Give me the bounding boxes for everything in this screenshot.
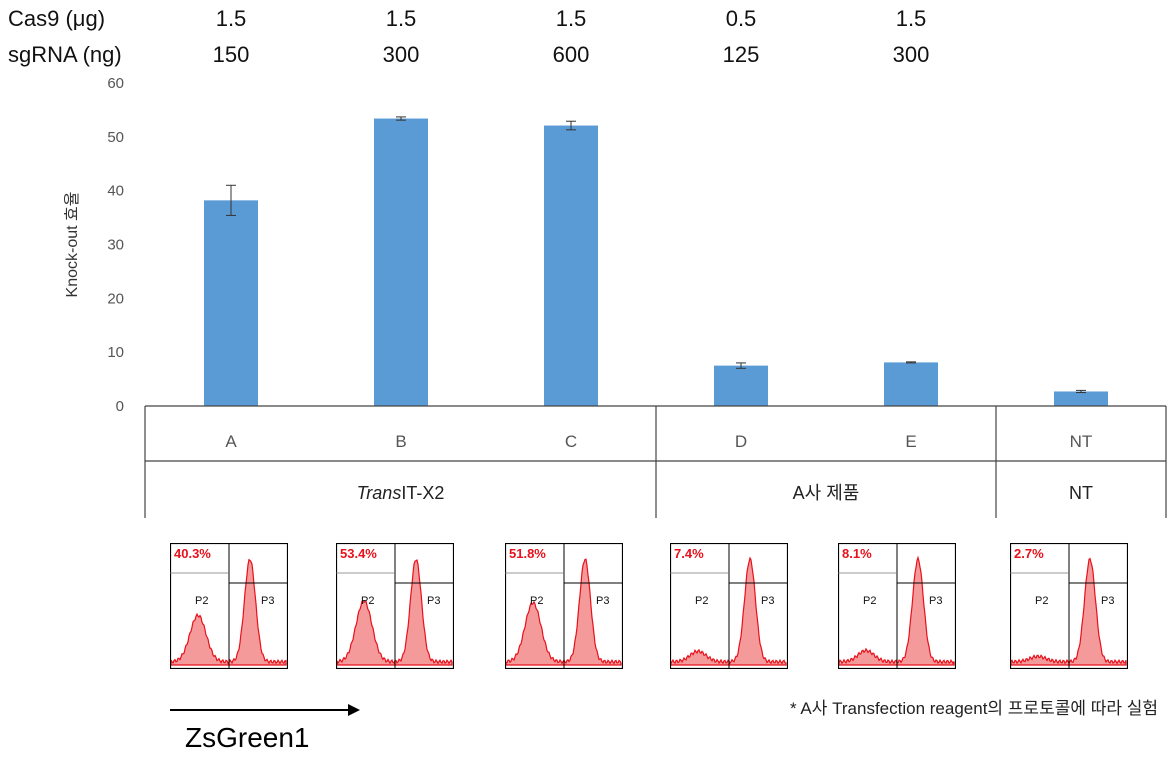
group-label: A사 제품 [793,483,860,503]
knockout-percent: 8.1% [842,546,872,561]
sgrna-value-a: 150 [212,42,250,67]
y-tick-label: 40 [107,183,124,200]
gate-p2-label: P2 [361,595,375,607]
histogram-plot [336,543,454,669]
flow-panel-a: 40.3% P2 P3 [170,543,288,669]
category-label-C: C [565,432,577,451]
sgrna-value-e: 300 [892,42,930,67]
gate-p2-label: P2 [695,595,709,607]
y-tick-label: 30 [107,237,124,254]
gate-p3-label: P3 [596,595,610,607]
flow-panel-c: 51.8% P2 P3 [505,543,623,669]
gate-p2-label: P2 [195,595,209,607]
gate-p2-label: P2 [530,595,544,607]
cas9-value-c: 1.5 [555,6,587,31]
group-label: NT [1069,483,1093,503]
bar-C [544,125,598,407]
gate-p2-label: P2 [863,595,877,607]
flow-panel-b: 53.4% P2 P3 [336,543,454,669]
category-label-D: D [735,432,747,451]
fluorescence-axis-arrow [170,704,360,716]
y-tick-label: 20 [107,290,124,307]
knockout-percent: 2.7% [1014,546,1044,561]
fluorescence-axis-label: ZsGreen1 [185,722,310,753]
bar-D [714,365,768,406]
footnote: * A사 Transfection reagent의 프로토콜에 따라 실험 [790,699,1158,718]
y-tick-label: 0 [116,398,124,415]
sgrna-value-b: 300 [382,42,420,67]
knockout-percent: 53.4% [340,546,377,561]
y-tick-label: 10 [107,344,124,361]
category-label-E: E [905,432,916,451]
y-axis-label: Knock-out 효율 [64,192,81,298]
knockout-percent: 51.8% [509,546,546,561]
cas9-value-d: 0.5 [725,6,757,31]
gate-p3-label: P3 [261,595,275,607]
cas9-row: Cas9 (μg) 1.5 1.5 1.5 0.5 1.5 [0,6,1168,34]
cas9-value-a: 1.5 [215,6,247,31]
knockout-percent: 40.3% [174,546,211,561]
gate-p3-label: P3 [427,595,441,607]
histogram-plot [1010,543,1128,669]
gate-p3-label: P3 [929,595,943,607]
sgrna-label: sgRNA (ng) [8,42,122,67]
bar-NT [1054,391,1108,406]
gate-p3-label: P3 [1101,595,1115,607]
cas9-value-b: 1.5 [385,6,417,31]
category-label-A: A [225,432,237,451]
y-tick-label: 50 [107,129,124,146]
group-label: TransIT-X2 [357,483,445,503]
bar-A [204,200,258,406]
bar-B [374,118,428,406]
sgrna-value-d: 125 [722,42,760,67]
flow-panel-d: 7.4% P2 P3 [670,543,788,669]
gate-p3-label: P3 [761,595,775,607]
histogram-plot [670,543,788,669]
histogram-plot [838,543,956,669]
cas9-label: Cas9 (μg) [8,6,106,31]
knockout-percent: 7.4% [674,546,704,561]
cas9-value-e: 1.5 [895,6,927,31]
bar-E [884,362,938,406]
sgrna-row: sgRNA (ng) 150 300 600 125 300 [0,42,1168,70]
histogram-plot [505,543,623,669]
flow-panel-nt: 2.7% P2 P3 [1010,543,1128,669]
y-tick-label: 60 [107,75,124,92]
sgrna-value-c: 600 [552,42,590,67]
flow-panel-e: 8.1% P2 P3 [838,543,956,669]
category-label-NT: NT [1070,432,1093,451]
gate-p2-label: P2 [1035,595,1049,607]
histogram-plot [170,543,288,669]
category-label-B: B [395,432,406,451]
knockout-bar-chart: 0 10 20 30 40 50 60 Knock-out 효율 A B C D E NT TransIT-… [64,75,1167,518]
